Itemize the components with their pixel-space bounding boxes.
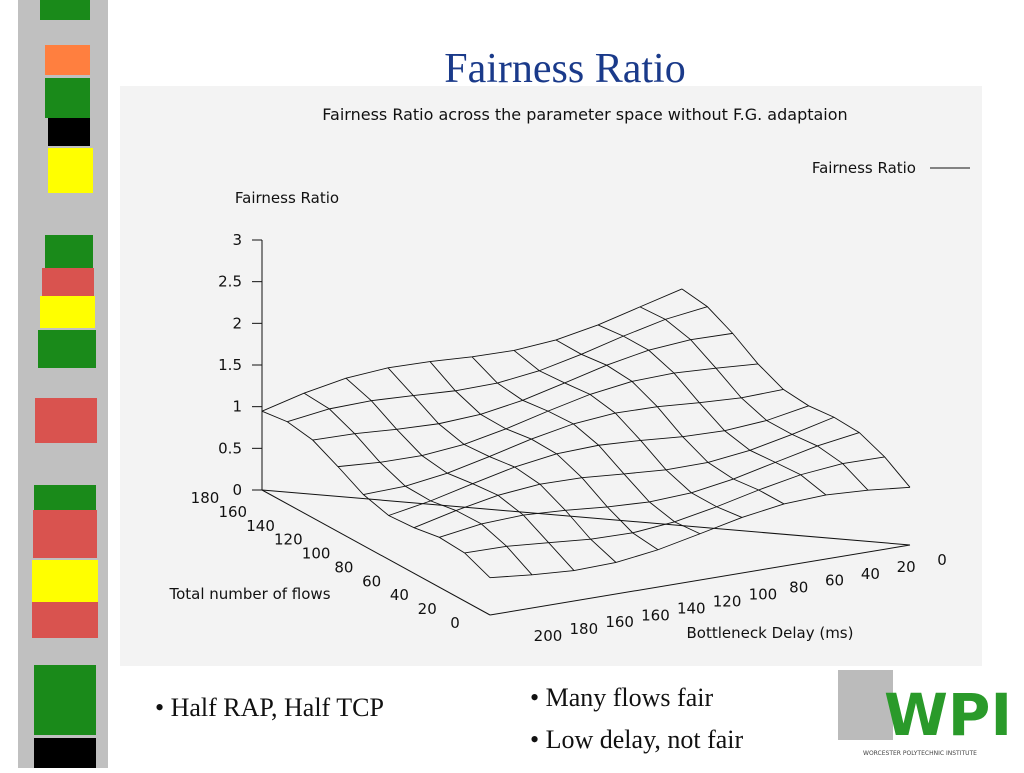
- x-tick-label: 60: [825, 572, 844, 590]
- x-tick-label: 80: [789, 579, 808, 597]
- mesh-line: [471, 356, 701, 535]
- y-tick-label: 60: [362, 572, 381, 590]
- z-tick-label: 2.5: [218, 273, 242, 291]
- x-tick-label: 100: [749, 586, 778, 604]
- logo: WPI WORCESTER POLYTECHNIC INSTITUTE: [838, 670, 1012, 757]
- y-tick-label: 20: [418, 600, 437, 618]
- mesh-line: [639, 306, 869, 491]
- z-tick-label: 3: [232, 231, 242, 249]
- y-tick-label: 0: [450, 614, 460, 632]
- mesh-line: [387, 367, 617, 563]
- mesh-line: [345, 377, 575, 571]
- z-tick-label: 0: [232, 481, 242, 499]
- z-tick-label: 2: [232, 314, 242, 332]
- z-tick-label: 1.5: [218, 356, 242, 374]
- z-tick-label: 1: [232, 398, 242, 416]
- z-axis-label: Fairness Ratio: [235, 189, 339, 207]
- y-axis-label: Total number of flows: [168, 585, 330, 603]
- y-tick-label: 120: [274, 531, 303, 549]
- surface-mesh: [261, 288, 911, 579]
- mesh-line: [429, 361, 659, 551]
- bullet: • Many flows fair: [530, 683, 713, 712]
- mesh-line: [555, 339, 785, 505]
- y-tick-label: 40: [390, 586, 409, 604]
- mesh-line: [261, 410, 491, 579]
- x-tick-label: 20: [897, 558, 916, 576]
- y-tick-label: 160: [218, 503, 247, 521]
- mesh-line: [513, 350, 743, 518]
- mesh-line: [681, 288, 911, 488]
- logo-building: [838, 670, 893, 740]
- logo-subtitle: WORCESTER POLYTECHNIC INSTITUTE: [863, 750, 977, 757]
- x-tick-label: 40: [861, 565, 880, 583]
- logo-text: WPI: [884, 681, 1012, 749]
- z-tick-label: 0.5: [218, 439, 242, 457]
- x-tick-label: 200: [534, 627, 563, 645]
- bullet: • Half RAP, Half TCP: [155, 693, 384, 722]
- y-tick-label: 180: [191, 489, 220, 507]
- side-stripe: [18, 0, 108, 768]
- x-tick-label: 0: [937, 551, 947, 569]
- y-tick-label: 140: [246, 517, 275, 535]
- x-tick-label: 120: [713, 592, 742, 610]
- bullet: • Low delay, not fair: [530, 725, 744, 754]
- x-tick-label: 180: [569, 620, 598, 638]
- figure-title: Fairness Ratio across the parameter spac…: [322, 105, 847, 124]
- x-tick-label: 160: [641, 606, 670, 624]
- slide-title: Fairness Ratio: [444, 46, 685, 92]
- x-tick-label: 140: [677, 599, 706, 617]
- x-axis-label: Bottleneck Delay (ms): [687, 624, 854, 642]
- legend-label: Fairness Ratio: [812, 159, 916, 177]
- y-tick-label: 80: [334, 558, 353, 576]
- x-tick-label: 160: [605, 613, 634, 631]
- y-tick-label: 100: [302, 545, 331, 563]
- mesh-line: [597, 324, 827, 496]
- mesh-line: [303, 392, 533, 576]
